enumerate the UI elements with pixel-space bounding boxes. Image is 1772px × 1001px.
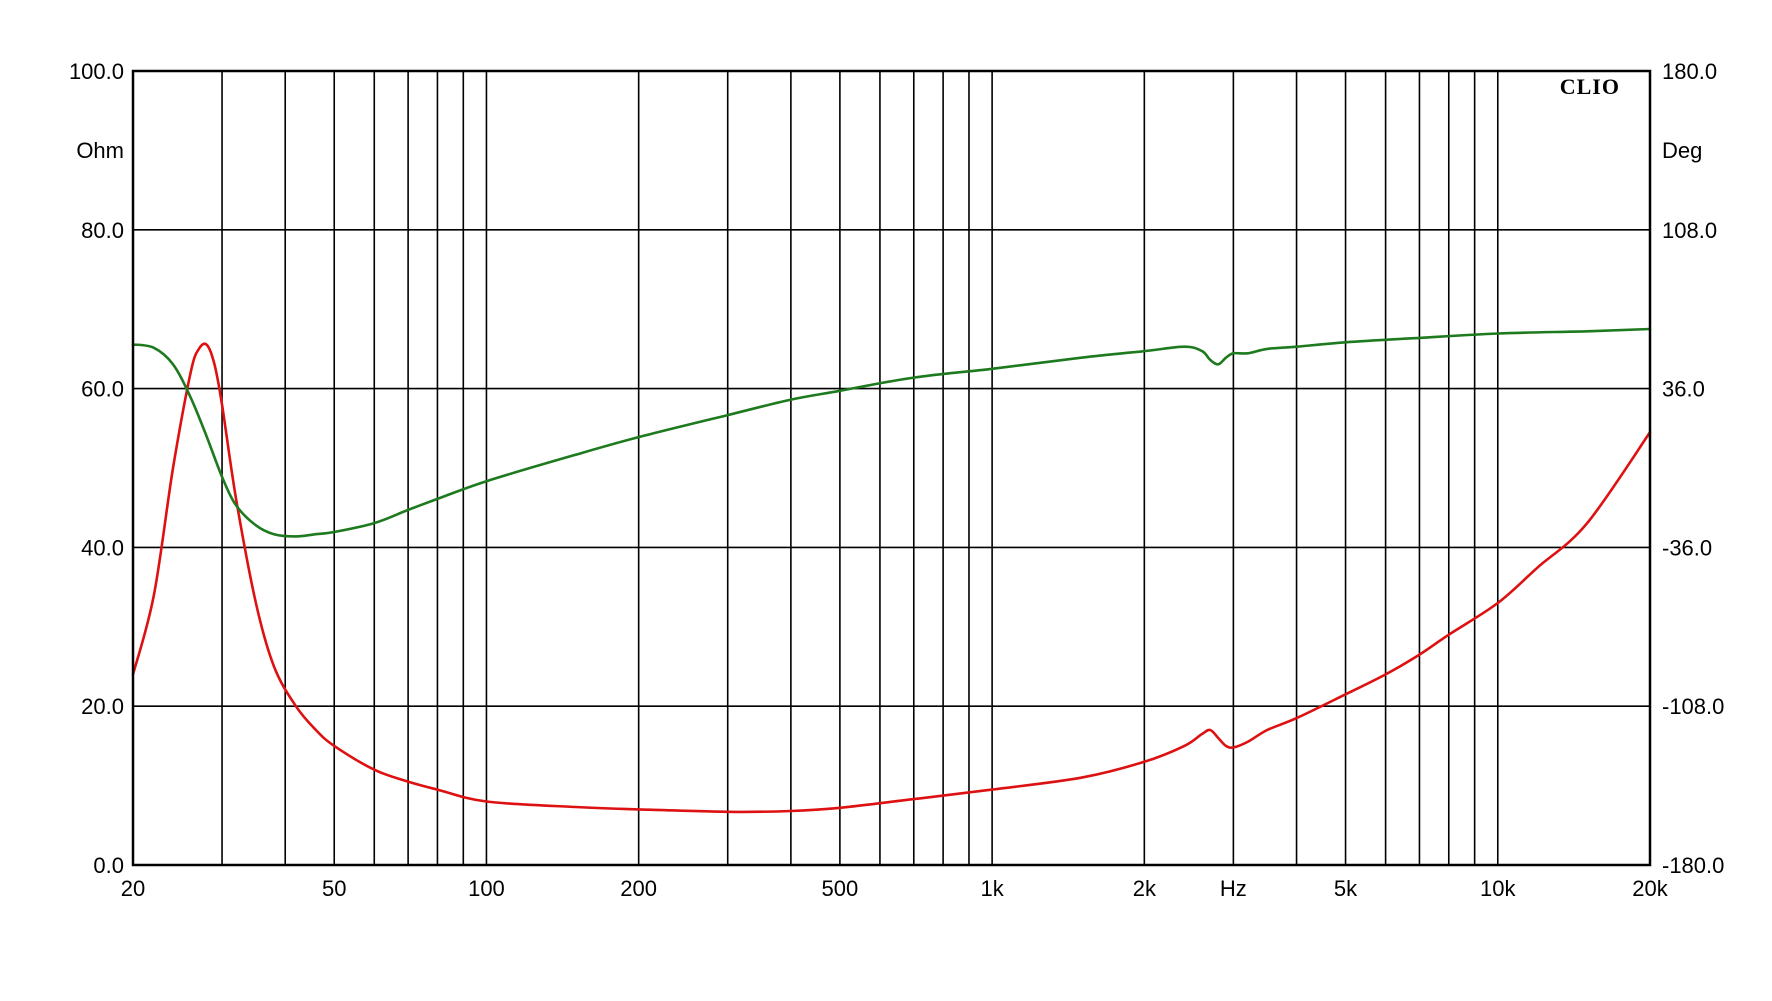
- x-tick-label: 50: [322, 876, 346, 901]
- series-line-phase: [131, 327, 1652, 538]
- y-left-tick-label: 80.0: [81, 218, 124, 243]
- y-right-tick-label: 108.0: [1662, 218, 1717, 243]
- y-left-tick-label: 0.0: [93, 853, 124, 878]
- y-right-tick-label: -36.0: [1662, 535, 1712, 560]
- x-tick-label: 10k: [1480, 876, 1516, 901]
- x-tick-label: 2k: [1133, 876, 1157, 901]
- y-right-tick-label: -108.0: [1662, 694, 1724, 719]
- x-tick-label: 200: [620, 876, 657, 901]
- x-tick-label: 5k: [1334, 876, 1358, 901]
- x-tick-label: 20k: [1632, 876, 1668, 901]
- y-left-tick-label: 60.0: [81, 377, 124, 402]
- x-tick-label: 500: [822, 876, 859, 901]
- x-tick-label: 100: [468, 876, 505, 901]
- x-tick-label: 20: [121, 876, 145, 901]
- x-axis-unit: Hz: [1220, 876, 1247, 901]
- y-left-tick-label: 100.0: [69, 59, 124, 84]
- series-layer: [131, 327, 1652, 814]
- series-line-impedance: [131, 342, 1652, 814]
- plot-frame: [131, 69, 1652, 867]
- y-left-tick-label: 20.0: [81, 694, 124, 719]
- y-right-tick-label: 36.0: [1662, 377, 1705, 402]
- y-left-tick-label: 40.0: [81, 535, 124, 560]
- x-tick-label: 1k: [980, 876, 1004, 901]
- y-axis-left-unit: Ohm: [76, 138, 124, 163]
- y-right-tick-label: -180.0: [1662, 853, 1724, 878]
- brand-logo: CLIO: [1560, 74, 1620, 99]
- label-layer: 20 50 100 200 500 1k 2k 5k 10k 20k 100.0 80.0 60.0 40…: [69, 59, 1724, 901]
- y-right-tick-label: 180.0: [1662, 59, 1717, 84]
- y-axis-right-unit: Deg: [1662, 138, 1702, 163]
